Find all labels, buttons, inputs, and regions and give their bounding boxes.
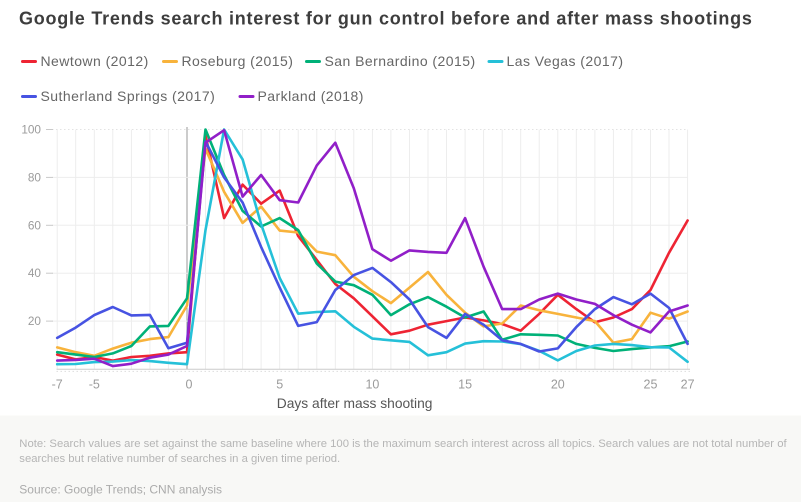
svg-text:Days after mass shooting: Days after mass shooting — [277, 396, 433, 411]
svg-text:10: 10 — [365, 378, 379, 392]
svg-text:25: 25 — [644, 378, 658, 392]
svg-text:0: 0 — [186, 378, 193, 392]
svg-text:-7: -7 — [52, 378, 63, 392]
svg-text:80: 80 — [28, 170, 42, 184]
svg-text:5: 5 — [276, 378, 283, 392]
svg-text:Note: Search values are set ag: Note: Search values are set against the … — [19, 438, 787, 450]
svg-text:20: 20 — [28, 314, 42, 328]
svg-text:40: 40 — [28, 266, 42, 280]
svg-text:27: 27 — [681, 378, 695, 392]
svg-text:-5: -5 — [89, 378, 100, 392]
svg-text:Newtown (2012): Newtown (2012) — [41, 53, 149, 69]
svg-text:100: 100 — [21, 123, 41, 137]
svg-text:Google Trends search interest: Google Trends search interest for gun co… — [19, 9, 753, 29]
svg-text:20: 20 — [551, 378, 565, 392]
svg-text:60: 60 — [28, 218, 42, 232]
svg-text:Source: Google Trends; CNN ana: Source: Google Trends; CNN analysis — [19, 483, 222, 497]
svg-text:Roseburg (2015): Roseburg (2015) — [182, 53, 294, 69]
svg-text:Sutherland Springs (2017): Sutherland Springs (2017) — [41, 88, 216, 104]
svg-text:searches but relative number o: searches but relative number of searches… — [19, 453, 340, 465]
svg-text:San Bernardino (2015): San Bernardino (2015) — [325, 53, 476, 69]
svg-text:15: 15 — [458, 378, 472, 392]
svg-text:Las Vegas (2017): Las Vegas (2017) — [507, 53, 624, 69]
svg-text:Parkland (2018): Parkland (2018) — [258, 88, 364, 104]
